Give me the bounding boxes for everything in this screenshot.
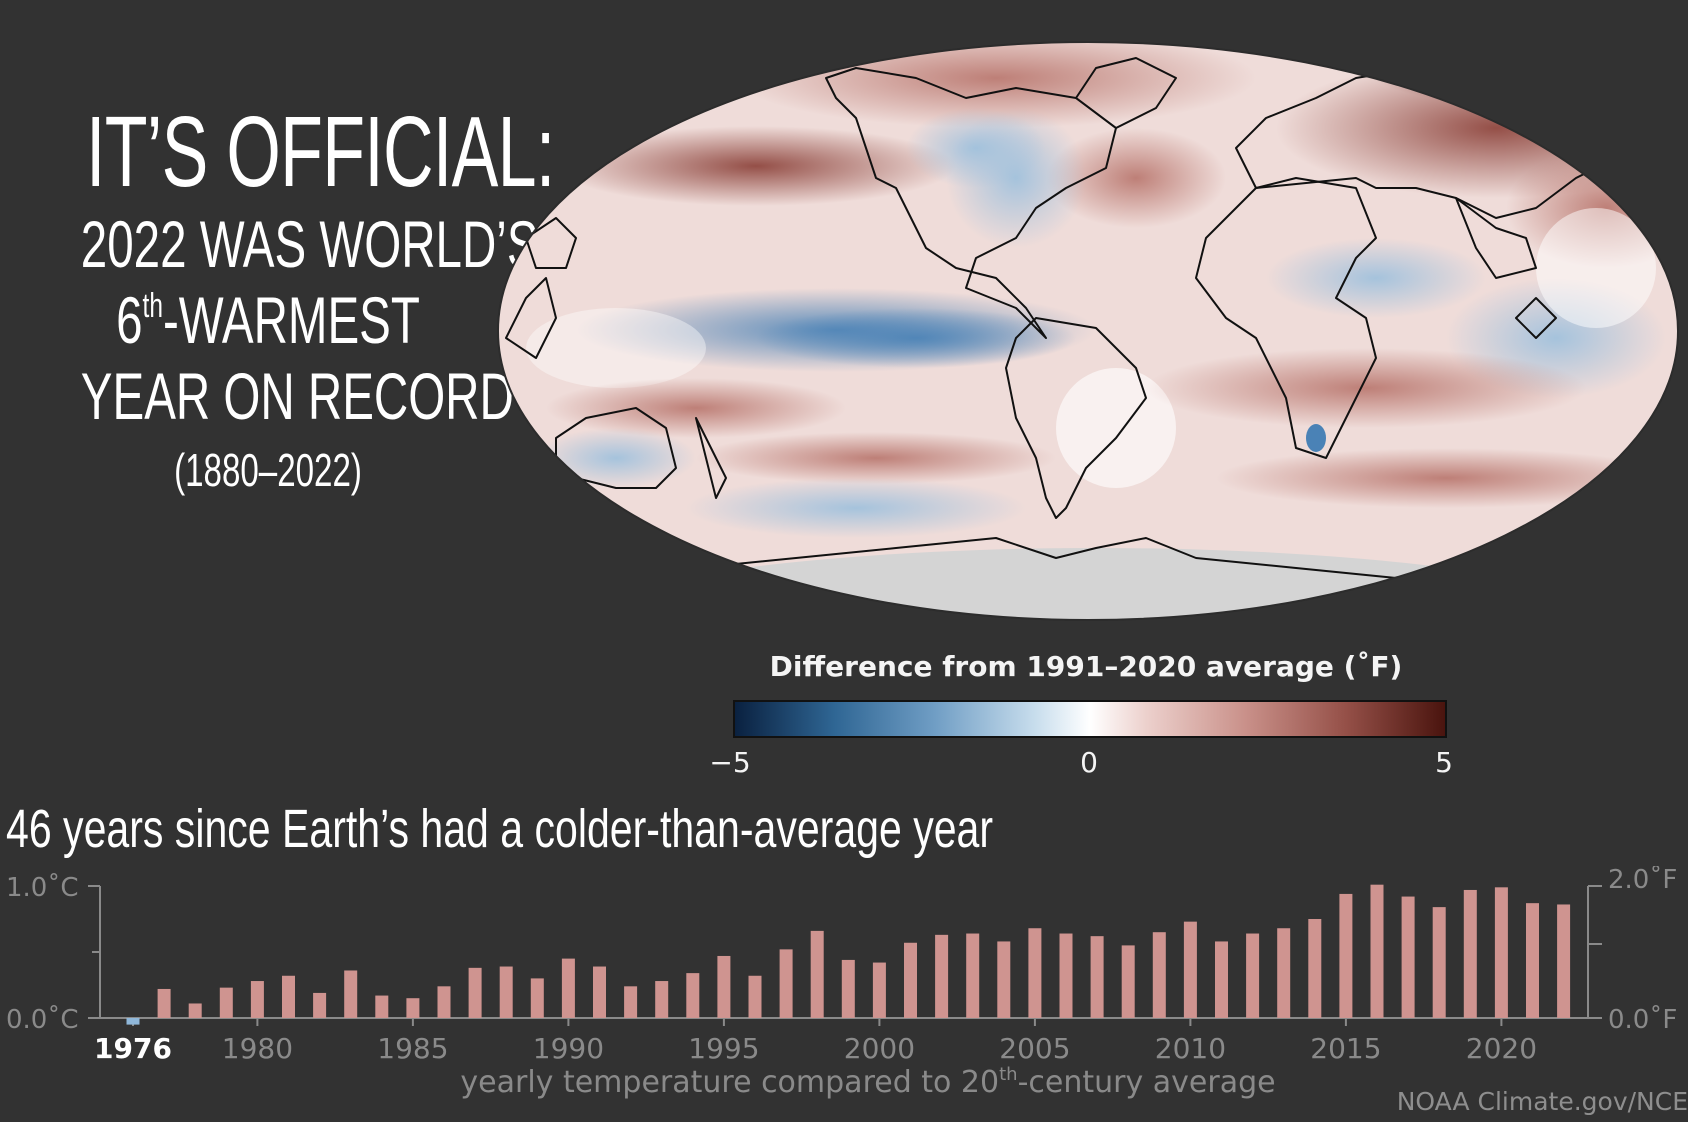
bar-2009 xyxy=(1152,932,1166,1018)
bar-1992 xyxy=(624,986,638,1018)
bar-2012 xyxy=(1246,933,1260,1018)
x-tick-label-1980: 1980 xyxy=(222,1032,293,1065)
bar-1997 xyxy=(779,949,793,1018)
x-tick-label-2020: 2020 xyxy=(1466,1032,1537,1065)
x-tick-label-2000: 2000 xyxy=(844,1032,915,1065)
x-tick-label-1990: 1990 xyxy=(533,1032,604,1065)
y-right-tick-label-top: 2.0˚F xyxy=(1608,866,1677,895)
x-axis-label-tail: -century average xyxy=(1018,1065,1276,1100)
x-tick-label-2015: 2015 xyxy=(1310,1032,1381,1065)
temperature-anomaly-map xyxy=(496,38,1680,624)
bar-2010 xyxy=(1183,921,1197,1018)
bar-2018 xyxy=(1432,907,1446,1018)
bar-1978 xyxy=(188,1003,202,1018)
headline-rank-number: 6 xyxy=(116,283,143,357)
bar-1985 xyxy=(406,998,420,1018)
bar-1989 xyxy=(530,978,544,1018)
bar-1979 xyxy=(219,987,233,1018)
x-tick-label-1985: 1985 xyxy=(377,1032,448,1065)
bar-1995 xyxy=(717,955,731,1018)
x-tick-label-2010: 2010 xyxy=(1155,1032,1226,1065)
bar-2005 xyxy=(1028,928,1042,1018)
bar-2003 xyxy=(966,933,980,1018)
bar-2021 xyxy=(1526,903,1539,1018)
bar-1994 xyxy=(686,973,700,1018)
bar-2006 xyxy=(1059,933,1073,1018)
headline-line-2: 2022 WAS WORLD’S xyxy=(80,207,539,281)
bar-1982 xyxy=(313,992,327,1018)
bar-1990 xyxy=(561,958,575,1018)
credit-line: NOAA Climate.gov/NCE xyxy=(1396,1087,1688,1116)
headline-period: (1880–2022) xyxy=(174,444,362,496)
bar-1983 xyxy=(344,970,358,1018)
x-axis-label-superscript: th xyxy=(999,1064,1017,1085)
bar-1984 xyxy=(375,995,389,1018)
bar-2017 xyxy=(1401,896,1415,1018)
bar-2004 xyxy=(997,941,1011,1018)
y-left-tick-label-zero: 0.0˚C xyxy=(6,1005,79,1035)
chart-subheading: 46 years since Earth’s had a colder-than… xyxy=(6,799,994,859)
bar-2015 xyxy=(1339,893,1353,1018)
colorbar xyxy=(733,700,1447,738)
headline-line-1: IT’S OFFICIAL: xyxy=(86,96,555,208)
bar-1998 xyxy=(810,930,824,1018)
x-axis-label: yearly temperature compared to 20th-cent… xyxy=(460,1064,1275,1100)
bar-1986 xyxy=(437,986,451,1018)
bar-2007 xyxy=(1090,936,1104,1018)
colorbar-tick-zero: 0 xyxy=(1080,746,1098,779)
bar-2008 xyxy=(1121,945,1135,1018)
bar-2022 xyxy=(1557,904,1571,1018)
headline-rank-suffix: th xyxy=(142,287,163,325)
bar-1981 xyxy=(282,975,295,1018)
colorbar-tick-max: 5 xyxy=(1435,746,1453,779)
bar-2016 xyxy=(1370,884,1384,1018)
bar-2013 xyxy=(1277,928,1291,1018)
bar-1993 xyxy=(655,981,669,1018)
colorbar-title: Difference from 1991–2020 average (˚F) xyxy=(769,650,1403,683)
x-tick-label-1976: 1976 xyxy=(94,1032,172,1065)
bar-2001 xyxy=(904,942,917,1018)
chart-bars xyxy=(126,884,1571,1025)
map-graphic xyxy=(497,41,1679,621)
headline-line-4: YEAR ON RECORD xyxy=(80,359,514,433)
bar-1977 xyxy=(157,988,171,1018)
bar-2020 xyxy=(1494,887,1508,1018)
headline-line-3: 6th-WARMEST xyxy=(81,282,455,358)
colorbar-tick-min: −5 xyxy=(709,746,751,779)
bar-chart: 1.0˚C 0.0˚C 2.0˚F 0.0˚F 1976 1980 1985 1990 1995… xyxy=(6,866,1677,1100)
bar-2014 xyxy=(1308,919,1322,1018)
bar-1976 xyxy=(126,1018,140,1025)
bar-2002 xyxy=(935,934,949,1018)
bar-1988 xyxy=(499,966,513,1018)
bar-1987 xyxy=(468,967,482,1018)
y-right-tick-label-zero: 0.0˚F xyxy=(1608,1005,1677,1035)
x-axis-label-main: yearly temperature compared to 20 xyxy=(460,1065,999,1100)
bar-1996 xyxy=(748,975,762,1018)
x-tick-label-2005: 2005 xyxy=(999,1032,1070,1065)
bar-2000 xyxy=(872,962,886,1018)
headline-rank-word: -WARMEST xyxy=(162,283,420,357)
chart-labels: 1.0˚C 0.0˚C 2.0˚F 0.0˚F 1976 1980 1985 1990 1995… xyxy=(6,866,1677,1100)
bar-1999 xyxy=(841,959,855,1018)
bar-2019 xyxy=(1463,889,1477,1018)
bar-2011 xyxy=(1215,941,1228,1018)
bar-1991 xyxy=(593,966,606,1018)
x-tick-label-1995: 1995 xyxy=(688,1032,759,1065)
y-left-tick-label-top: 1.0˚C xyxy=(6,873,79,903)
headline: IT’S OFFICIAL: 2022 WAS WORLD’S 6th-WARM… xyxy=(8,96,555,502)
bar-1980 xyxy=(250,981,264,1018)
